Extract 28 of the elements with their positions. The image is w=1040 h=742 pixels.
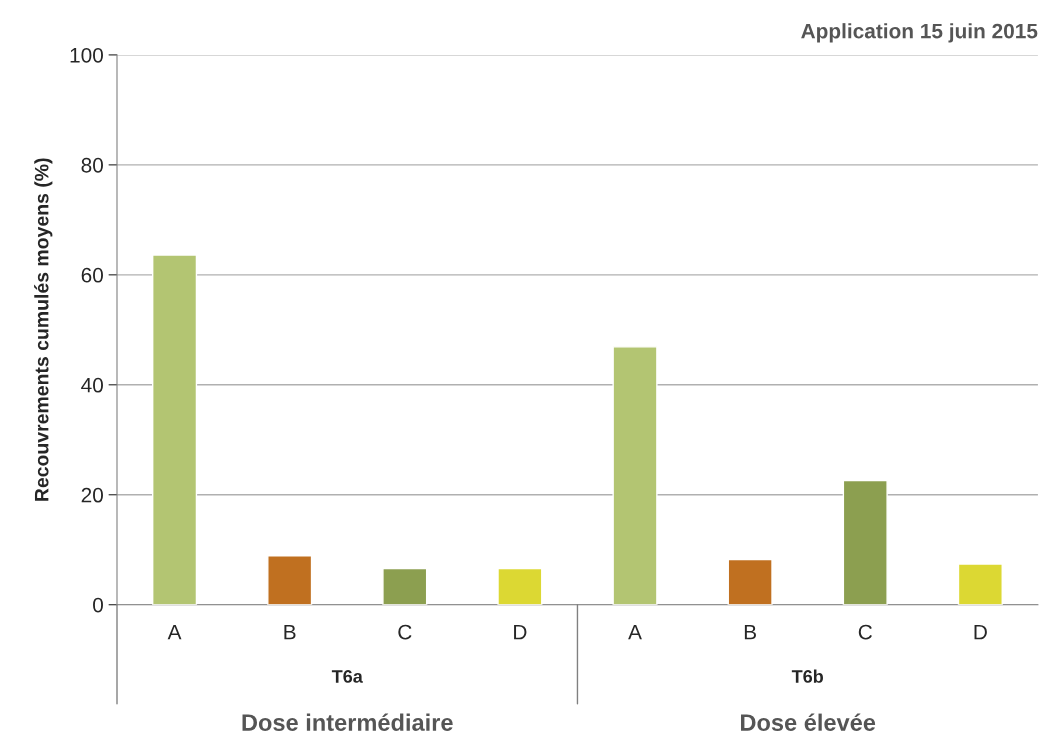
y-tick-label: 80 [81, 157, 103, 173]
x-tick-label: D [974, 624, 987, 640]
text: Dose intermédiaire [242, 713, 453, 731]
text: T6b [791, 669, 823, 683]
y-tick-label: 20 [81, 487, 103, 503]
bar [497, 567, 543, 605]
bar [957, 563, 1003, 605]
bar [382, 567, 428, 605]
x-tick-label: D [514, 624, 527, 640]
text: Dose élevée [741, 713, 876, 731]
y-tick-label: 100 [70, 47, 103, 63]
y-tick-label: 0 [93, 597, 103, 613]
x-tick-label: C [398, 624, 412, 640]
y-tick-label: 60 [81, 267, 103, 283]
text: T6a [331, 670, 363, 683]
x-tick-label: B [744, 624, 756, 640]
chart-title: Application 15 juin 2015 [801, 23, 1038, 43]
x-tick-label: A [167, 624, 182, 640]
y-axis-title: Recouvrements cumulés moyens (%) [34, 158, 53, 501]
bar [151, 254, 198, 605]
bar [267, 555, 313, 605]
x-tick-label: C [858, 624, 872, 640]
bar [612, 346, 658, 605]
bar [842, 479, 888, 605]
x-tick-label: B [284, 624, 296, 640]
y-tick-label: 40 [81, 377, 103, 393]
x-tick-label: A [628, 624, 642, 640]
bar [727, 558, 773, 605]
